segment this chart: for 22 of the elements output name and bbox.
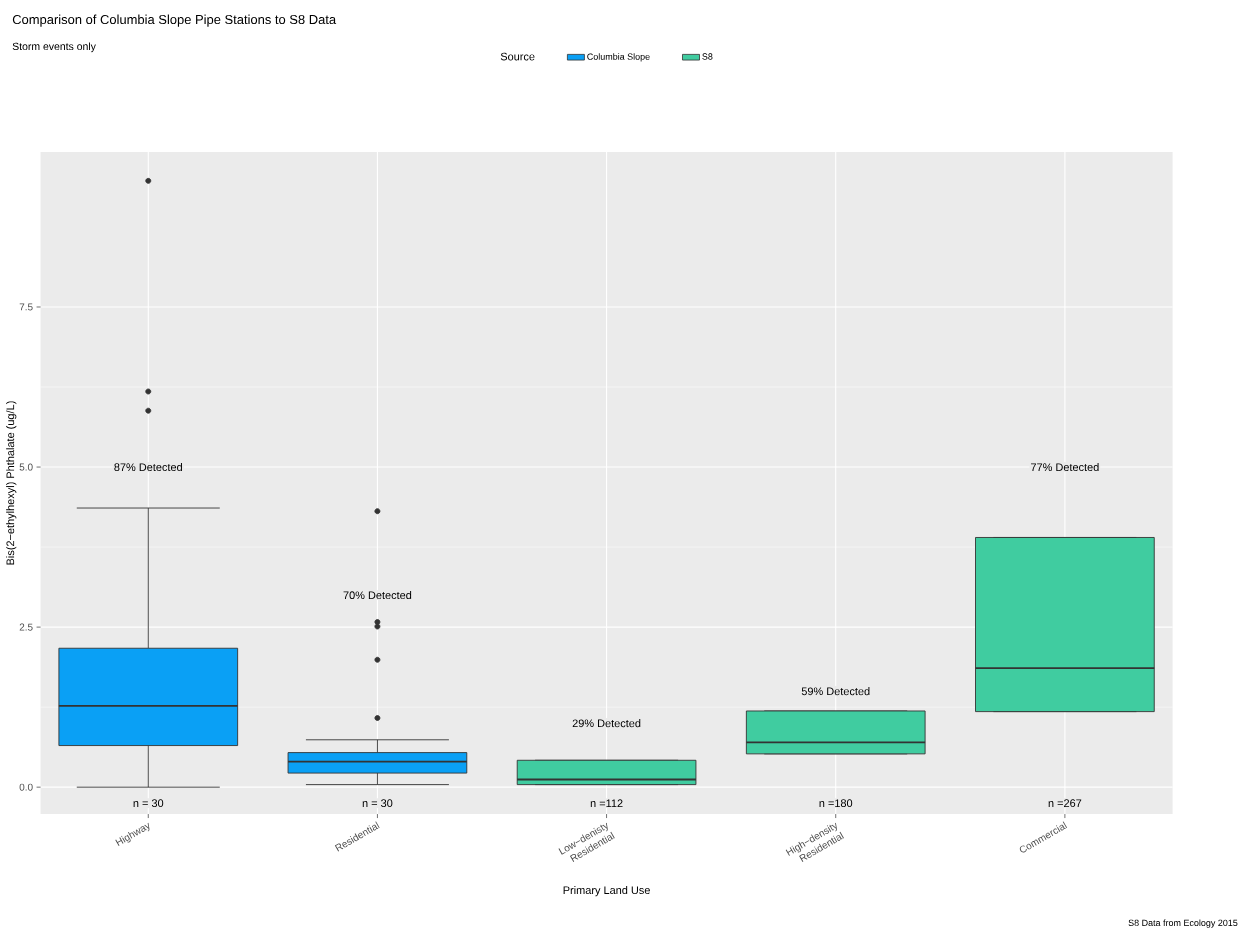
y-tick-label: 2.5: [19, 623, 33, 631]
legend-label: S8: [702, 53, 713, 60]
annotation: n =112: [590, 799, 623, 807]
y-tick-label: 7.5: [19, 303, 33, 311]
y-axis-title: Bis(2−ethylhexyl) Phthalate (ug/L): [6, 401, 17, 565]
annotation: 70% Detected: [343, 591, 412, 600]
y-tick-label: 5.0: [19, 463, 33, 471]
annotation: n =180: [819, 799, 853, 808]
annotation: n =267: [1048, 799, 1082, 808]
legend-title: Source: [500, 52, 535, 61]
annotation: n = 30: [133, 799, 164, 808]
chart-title: Comparison of Columbia Slope Pipe Stations to S8 Data: [12, 14, 337, 27]
annotation: n = 30: [362, 799, 393, 808]
annotation: 59% Detected: [801, 687, 870, 696]
text: S8 Data from Ecology 2015: [1128, 919, 1238, 928]
annotation: 29% Detected: [572, 719, 641, 728]
x-axis-title: Primary Land Use: [563, 886, 650, 897]
annotation: 77% Detected: [1031, 463, 1099, 472]
annotation: 87% Detected: [114, 463, 182, 472]
y-tick-label: 0.0: [19, 783, 33, 791]
legend-label: Columbia Slope: [587, 53, 650, 62]
chart-subtitle: Storm events only: [12, 42, 96, 53]
